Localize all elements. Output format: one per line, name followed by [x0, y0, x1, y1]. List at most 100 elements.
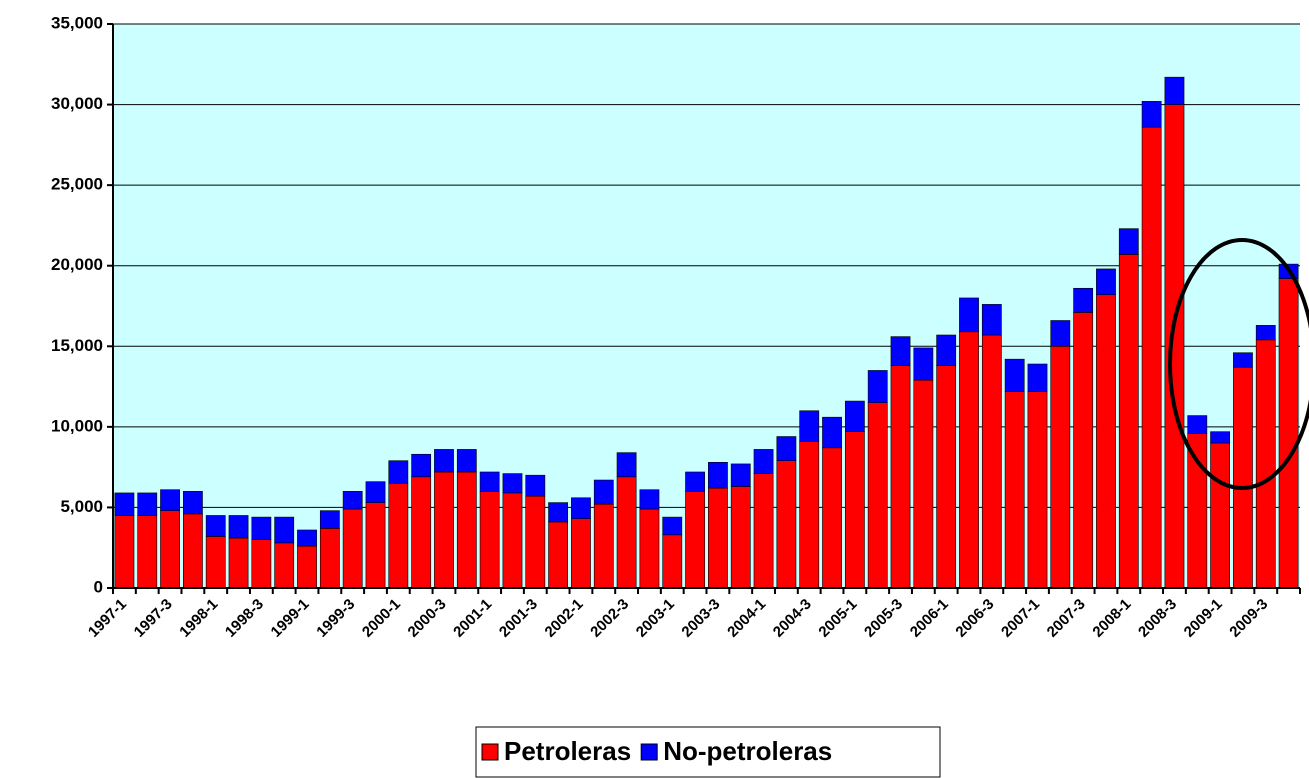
- bar-segment: [183, 513, 203, 589]
- bar-segment: [319, 510, 340, 529]
- bar-segment: [730, 486, 751, 589]
- bar-segment: [1255, 325, 1276, 341]
- bar-segment: [365, 502, 386, 589]
- bar-segment: [160, 510, 180, 589]
- x-tick-label: 2008-1: [1089, 596, 1134, 641]
- bar-segment: [685, 471, 705, 492]
- x-tick-label: 2005-3: [861, 596, 906, 641]
- x-tick-label: 2006-1: [907, 596, 952, 641]
- bar-segment: [342, 508, 363, 589]
- bar-segment: [1233, 352, 1253, 368]
- bar-segment: [639, 508, 660, 589]
- bar-segment: [753, 473, 774, 589]
- bar-segment: [730, 463, 751, 487]
- bar-segment: [456, 471, 477, 589]
- bar-segment: [228, 515, 249, 539]
- bar-segment: [1004, 358, 1025, 392]
- bar-segment: [434, 471, 454, 589]
- bar-segment: [1187, 433, 1208, 589]
- bar-segment: [1118, 254, 1139, 589]
- x-tick-label: 2000-3: [405, 596, 450, 641]
- bar-segment: [1004, 391, 1025, 589]
- bar-segment: [753, 449, 774, 474]
- bar-segment: [844, 431, 865, 589]
- y-tick-label: 35,000: [51, 13, 103, 32]
- bar-segment: [593, 503, 614, 589]
- bar-segment: [388, 460, 409, 484]
- bar-segment: [1073, 312, 1094, 589]
- bar-segment: [365, 481, 386, 503]
- bar-segment: [137, 492, 158, 516]
- y-tick-label: 5,000: [60, 497, 103, 516]
- x-tick-label: 2005-1: [815, 596, 860, 641]
- bar-segment: [205, 515, 226, 537]
- highlight-circle: [1168, 238, 1309, 490]
- legend-swatch: [481, 743, 499, 761]
- bar-segment: [571, 518, 591, 589]
- bar-segment: [1233, 366, 1253, 589]
- x-tick-label: 1998-3: [222, 596, 267, 641]
- bar-segment: [388, 482, 409, 589]
- bar-segment: [981, 304, 1002, 336]
- x-tick-label: 2003-3: [678, 596, 723, 641]
- legend-label: No-petroleras: [663, 736, 832, 766]
- bar-segment: [662, 534, 683, 589]
- bar-segment: [616, 452, 637, 478]
- bar-segment: [936, 365, 957, 589]
- x-tick-label: 2000-1: [359, 596, 404, 641]
- bar-segment: [799, 441, 820, 589]
- bar-segment: [799, 410, 820, 442]
- bar-segment: [844, 400, 865, 432]
- y-tick-label: 30,000: [51, 94, 103, 113]
- bar-segment: [502, 492, 523, 589]
- bar-segment: [890, 365, 911, 589]
- legend: Petroleras No-petroleras: [481, 736, 832, 766]
- y-tick-label: 0: [94, 577, 103, 596]
- bar-segment: [936, 334, 957, 366]
- legend-swatch: [640, 743, 658, 761]
- bar-segment: [525, 495, 546, 589]
- x-tick-label: 2003-1: [633, 596, 678, 641]
- legend-box: [475, 726, 941, 778]
- bar-segment: [685, 491, 705, 589]
- bar-segment: [959, 297, 979, 333]
- bar-segment: [342, 491, 363, 510]
- y-tick-label: 15,000: [51, 336, 103, 355]
- bar-segment: [251, 516, 272, 540]
- bars: [114, 76, 1299, 589]
- x-tick-label: 2009-3: [1226, 596, 1271, 641]
- x-tick-label: 2002-1: [542, 596, 587, 641]
- bar-segment: [1096, 294, 1116, 589]
- bar-segment: [297, 545, 317, 589]
- bar-segment: [456, 449, 477, 473]
- x-tick-label: 2006-3: [952, 596, 997, 641]
- x-tick-label: 2004-1: [724, 596, 769, 641]
- bar-segment: [548, 502, 569, 523]
- grid: [113, 23, 1300, 508]
- bar-segment: [1278, 278, 1299, 589]
- y-tick-label: 25,000: [51, 175, 103, 194]
- bar-segment: [502, 473, 523, 494]
- bar-segment: [639, 489, 660, 510]
- bar-segment: [251, 539, 272, 589]
- bar-segment: [776, 460, 797, 589]
- bar-segment: [1050, 345, 1071, 589]
- bar-segment: [411, 453, 432, 478]
- bar-segment: [662, 516, 683, 536]
- bar-segment: [1187, 415, 1208, 434]
- bar-segment: [822, 416, 842, 449]
- bar-segment: [183, 491, 203, 515]
- bar-segment: [137, 515, 158, 589]
- x-tick-label: 1999-3: [313, 596, 358, 641]
- bar-segment: [913, 379, 934, 589]
- bar-segment: [1096, 268, 1116, 296]
- bar-segment: [1141, 126, 1162, 589]
- bar-segment: [1027, 391, 1048, 589]
- bar-segment: [548, 521, 569, 589]
- x-tick-label: 2002-3: [587, 596, 632, 641]
- bar-segment: [114, 515, 135, 589]
- bar-segment: [205, 536, 226, 589]
- y-tick-label: 20,000: [51, 255, 103, 274]
- x-tick-label: 2001-1: [450, 596, 495, 641]
